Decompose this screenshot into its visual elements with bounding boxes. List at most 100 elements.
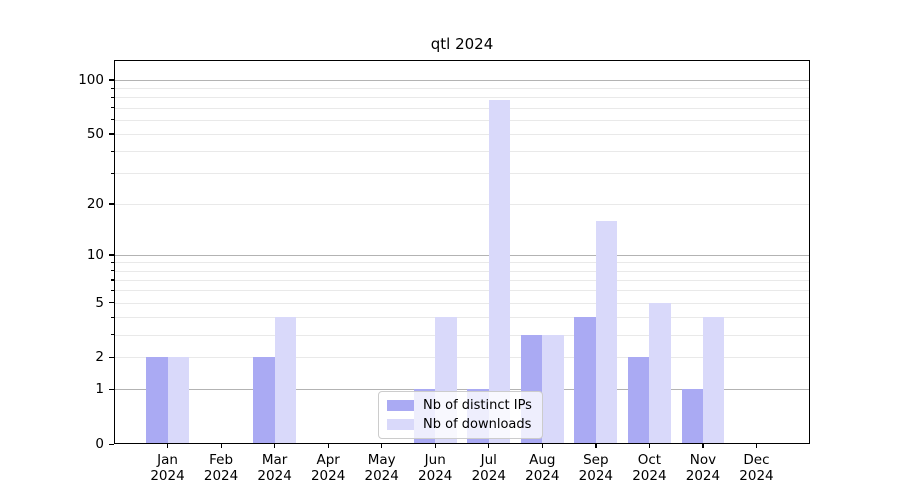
x-tick-month: Nov: [689, 452, 717, 468]
minor-gridline: [114, 107, 810, 109]
y-minor-tick-mark: [111, 279, 114, 281]
minor-gridline: [114, 97, 810, 99]
minor-gridline: [114, 119, 810, 121]
y-minor-tick-mark: [111, 356, 114, 359]
legend-label-downloads: Nb of downloads: [423, 417, 532, 432]
legend: Nb of distinct IPs Nb of downloads: [378, 391, 543, 439]
y-minor-tick-mark: [111, 150, 114, 152]
bar-downloads: [702, 317, 725, 444]
y-minor-tick-mark: [111, 133, 114, 135]
x-tick-mark: [434, 444, 436, 448]
x-tick-year: 2024: [418, 468, 453, 484]
minor-gridline: [114, 279, 810, 281]
minor-gridline: [114, 88, 810, 90]
x-tick-label: Dec 2024: [722, 452, 790, 484]
x-tick-label: Oct 2024: [615, 452, 683, 484]
y-minor-tick-mark: [111, 87, 114, 89]
x-tick-month: Jun: [424, 452, 446, 468]
y-tick-label: 100: [78, 71, 104, 88]
bar-downloads: [595, 220, 618, 444]
bar-downloads: [542, 334, 564, 444]
x-tick-month: May: [367, 452, 396, 468]
minor-gridline: [114, 203, 810, 205]
x-tick-mark: [381, 444, 383, 448]
legend-entry-distinct-ips: Nb of distinct IPs: [387, 398, 532, 413]
x-tick-year: 2024: [150, 468, 185, 484]
x-tick-mark: [541, 444, 543, 448]
x-tick-year: 2024: [525, 468, 560, 484]
minor-gridline: [114, 317, 810, 319]
x-tick-label: Sep 2024: [562, 452, 630, 484]
x-tick-year: 2024: [364, 468, 399, 484]
y-tick-mark: [109, 443, 114, 445]
y-minor-tick-mark: [111, 270, 114, 272]
minor-gridline: [114, 270, 810, 272]
y-tick-mark: [109, 79, 114, 81]
x-tick-month: Oct: [637, 452, 662, 468]
x-tick-year: 2024: [578, 468, 614, 484]
y-minor-tick-mark: [111, 96, 114, 98]
bar-distinct-ips: [627, 357, 650, 444]
x-tick-year: 2024: [471, 468, 506, 484]
bar-distinct-ips: [146, 357, 168, 444]
x-tick-year: 2024: [632, 468, 667, 484]
x-tick-month: Aug: [529, 452, 556, 468]
bar-distinct-ips: [681, 389, 703, 444]
y-minor-tick-mark: [111, 203, 114, 205]
x-tick-year: 2024: [739, 468, 774, 484]
x-tick-mark: [274, 444, 276, 448]
plot-area: [114, 60, 810, 444]
legend-entry-downloads: Nb of downloads: [387, 417, 532, 432]
y-tick-label: 1: [95, 381, 104, 398]
x-tick-label: Nov 2024: [669, 452, 737, 484]
x-tick-month: Apr: [316, 452, 340, 468]
x-tick-label: Jan 2024: [134, 452, 202, 484]
x-tick-month: Feb: [209, 452, 234, 468]
minor-gridline: [114, 151, 810, 153]
bar-downloads: [274, 317, 297, 444]
y-tick-mark: [109, 254, 114, 256]
y-tick-label: 10: [86, 246, 104, 263]
legend-swatch-downloads-icon: [387, 419, 414, 430]
x-tick-month: Dec: [743, 452, 770, 468]
y-minor-tick-mark: [111, 119, 114, 121]
y-minor-tick-mark: [111, 107, 114, 109]
x-tick-year: 2024: [257, 468, 292, 484]
x-tick-label: May 2024: [348, 452, 416, 484]
y-tick-mark: [109, 388, 114, 390]
x-tick-label: Jun 2024: [401, 452, 469, 484]
x-tick-month: Sep: [583, 452, 609, 468]
legend-swatch-distinct-ips-icon: [387, 400, 414, 411]
y-minor-tick-mark: [111, 261, 114, 264]
bar-distinct-ips: [574, 317, 596, 444]
x-tick-month: Jul: [480, 452, 497, 468]
x-tick-mark: [595, 444, 597, 448]
x-tick-label: Aug 2024: [508, 452, 576, 484]
major-gridline: [114, 79, 810, 81]
x-tick-label: Jul 2024: [455, 452, 523, 484]
major-gridline: [114, 389, 810, 391]
bar-downloads: [488, 100, 511, 444]
minor-gridline: [114, 262, 810, 264]
minor-gridline: [114, 290, 810, 292]
x-tick-month: Jan: [157, 452, 178, 468]
x-tick-year: 2024: [685, 468, 721, 484]
minor-gridline: [114, 302, 810, 304]
major-gridline: [114, 254, 810, 256]
y-tick-label: 2: [95, 349, 104, 366]
bar-downloads: [649, 302, 671, 444]
x-tick-mark: [220, 444, 222, 448]
y-tick-label: 0: [95, 436, 104, 452]
bar-distinct-ips: [253, 357, 275, 444]
x-tick-mark: [755, 444, 758, 448]
bar-downloads: [167, 357, 189, 444]
y-minor-tick-mark: [111, 302, 114, 304]
x-tick-year: 2024: [203, 468, 239, 484]
y-tick-label: 20: [86, 195, 104, 212]
x-tick-label: Feb 2024: [187, 452, 255, 484]
legend-label-distinct-ips: Nb of distinct IPs: [423, 398, 532, 413]
x-tick-label: Mar 2024: [241, 452, 309, 484]
y-tick-label: 5: [95, 294, 104, 311]
x-tick-mark: [327, 444, 329, 448]
x-tick-year: 2024: [310, 468, 346, 484]
